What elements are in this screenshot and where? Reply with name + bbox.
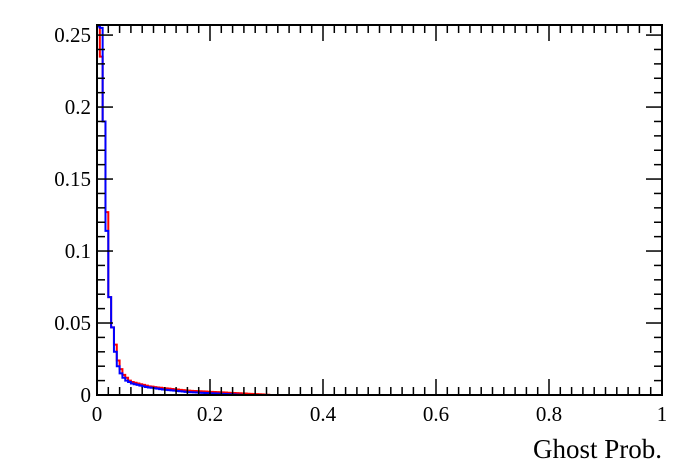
x-tick-label: 0: [92, 402, 103, 426]
tick-marks: [96, 25, 663, 396]
y-tick-label: 0: [81, 383, 92, 407]
y-tick-label: 0.2: [65, 95, 91, 119]
tick-labels: 0 0.2 0.4 0.6 0.8 1 0 0.05 0.1 0.15 0.2 0.25: [54, 23, 667, 426]
x-tick-label: 0.8: [536, 402, 562, 426]
series-layer: [96, 25, 662, 396]
x-axis-title: Ghost Prob.: [533, 434, 662, 464]
histogram-series-1: [96, 25, 662, 396]
y-tick-label: 0.1: [65, 239, 91, 263]
y-tick-label: 0.25: [54, 23, 91, 47]
x-tick-label: 0.6: [423, 402, 449, 426]
y-tick-label: 0.05: [54, 311, 91, 335]
y-tick-label: 0.15: [54, 167, 91, 191]
histogram-series-2: [96, 25, 662, 396]
x-tick-label: 0.2: [197, 402, 223, 426]
plot-frame: [96, 24, 663, 396]
x-tick-label: 0.4: [310, 402, 337, 426]
x-tick-label: 1: [657, 402, 668, 426]
